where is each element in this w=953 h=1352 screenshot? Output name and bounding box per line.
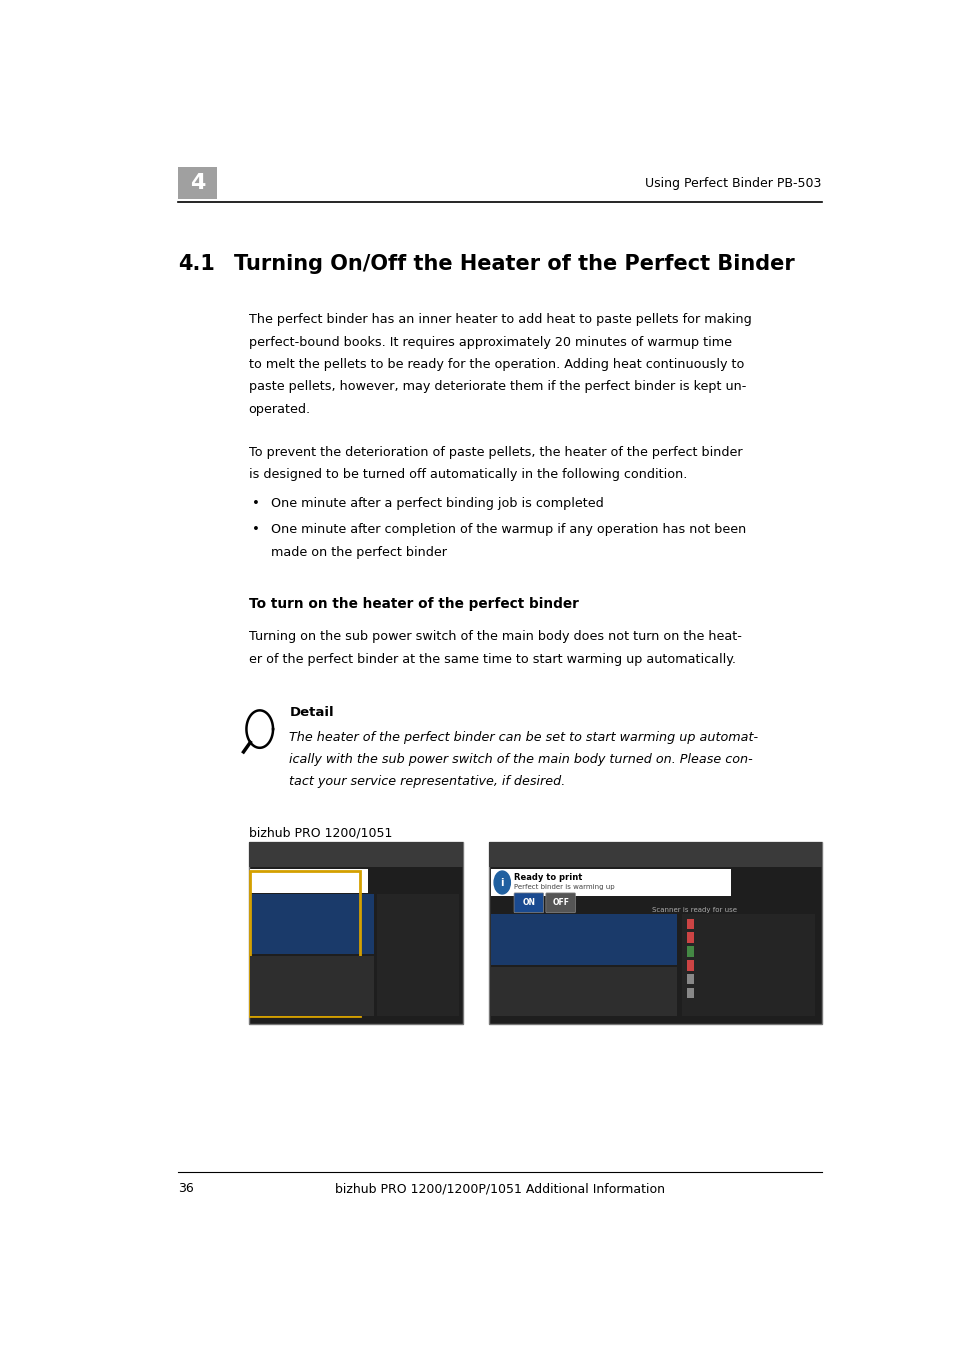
FancyBboxPatch shape — [250, 869, 368, 892]
Text: bizhub PRO 1200/1200P/1051 Additional Information: bizhub PRO 1200/1200P/1051 Additional In… — [335, 1183, 664, 1195]
Text: er of the perfect binder at the same time to start warming up automatically.: er of the perfect binder at the same tim… — [249, 653, 735, 665]
Text: 4.1: 4.1 — [178, 254, 215, 274]
Text: Perfect binder is warming up: Perfect binder is warming up — [514, 884, 614, 890]
FancyBboxPatch shape — [488, 841, 821, 1023]
Text: One minute after a perfect binding job is completed: One minute after a perfect binding job i… — [271, 498, 603, 510]
FancyBboxPatch shape — [250, 956, 375, 1017]
Text: Ready to print: Ready to print — [514, 873, 582, 883]
FancyBboxPatch shape — [250, 895, 375, 955]
FancyBboxPatch shape — [488, 841, 821, 867]
Text: •: • — [252, 498, 260, 510]
FancyBboxPatch shape — [491, 869, 730, 896]
Text: Scanner is ready for use: Scanner is ready for use — [651, 907, 736, 913]
Text: Detail: Detail — [289, 706, 334, 719]
FancyBboxPatch shape — [545, 892, 575, 913]
FancyBboxPatch shape — [686, 918, 694, 929]
Text: Turning On/Off the Heater of the Perfect Binder: Turning On/Off the Heater of the Perfect… — [233, 254, 794, 274]
Text: 4: 4 — [190, 173, 205, 193]
Text: perfect-bound books. It requires approximately 20 minutes of warmup time: perfect-bound books. It requires approxi… — [249, 335, 731, 349]
Text: to melt the pellets to be ready for the operation. Adding heat continuously to: to melt the pellets to be ready for the … — [249, 358, 743, 370]
Text: Using Perfect Binder PB-503: Using Perfect Binder PB-503 — [644, 177, 821, 189]
Text: operated.: operated. — [249, 403, 311, 415]
FancyBboxPatch shape — [686, 946, 694, 957]
Text: The heater of the perfect binder can be set to start warming up automat-: The heater of the perfect binder can be … — [289, 730, 758, 744]
Text: The perfect binder has an inner heater to add heat to paste pellets for making: The perfect binder has an inner heater t… — [249, 314, 751, 326]
Text: ically with the sub power switch of the main body turned on. Please con-: ically with the sub power switch of the … — [289, 753, 752, 767]
FancyBboxPatch shape — [686, 960, 694, 971]
Text: made on the perfect binder: made on the perfect binder — [271, 546, 446, 558]
Text: 36: 36 — [178, 1183, 194, 1195]
Text: OFF: OFF — [552, 898, 569, 907]
Text: i: i — [500, 877, 503, 887]
Text: Turning on the sub power switch of the main body does not turn on the heat-: Turning on the sub power switch of the m… — [249, 630, 740, 644]
Text: is designed to be turned off automatically in the following condition.: is designed to be turned off automatical… — [249, 468, 686, 481]
Text: To prevent the deterioration of paste pellets, the heater of the perfect binder: To prevent the deterioration of paste pe… — [249, 446, 741, 458]
Text: To turn on the heater of the perfect binder: To turn on the heater of the perfect bin… — [249, 598, 578, 611]
Text: •: • — [252, 523, 260, 537]
FancyBboxPatch shape — [681, 914, 814, 1017]
FancyBboxPatch shape — [249, 841, 462, 867]
Text: ON: ON — [522, 898, 535, 907]
FancyBboxPatch shape — [514, 892, 543, 913]
FancyBboxPatch shape — [686, 933, 694, 942]
FancyBboxPatch shape — [376, 895, 458, 1017]
FancyBboxPatch shape — [178, 168, 216, 199]
FancyBboxPatch shape — [491, 967, 677, 1017]
Text: paste pellets, however, may deteriorate them if the perfect binder is kept un-: paste pellets, however, may deteriorate … — [249, 380, 745, 393]
FancyBboxPatch shape — [249, 841, 462, 1023]
Text: bizhub PRO 1200/1051: bizhub PRO 1200/1051 — [249, 826, 392, 840]
Text: tact your service representative, if desired.: tact your service representative, if des… — [289, 776, 565, 788]
FancyBboxPatch shape — [686, 988, 694, 998]
FancyBboxPatch shape — [686, 973, 694, 984]
FancyBboxPatch shape — [491, 914, 677, 965]
Text: One minute after completion of the warmup if any operation has not been: One minute after completion of the warmu… — [271, 523, 745, 537]
Circle shape — [494, 871, 510, 894]
